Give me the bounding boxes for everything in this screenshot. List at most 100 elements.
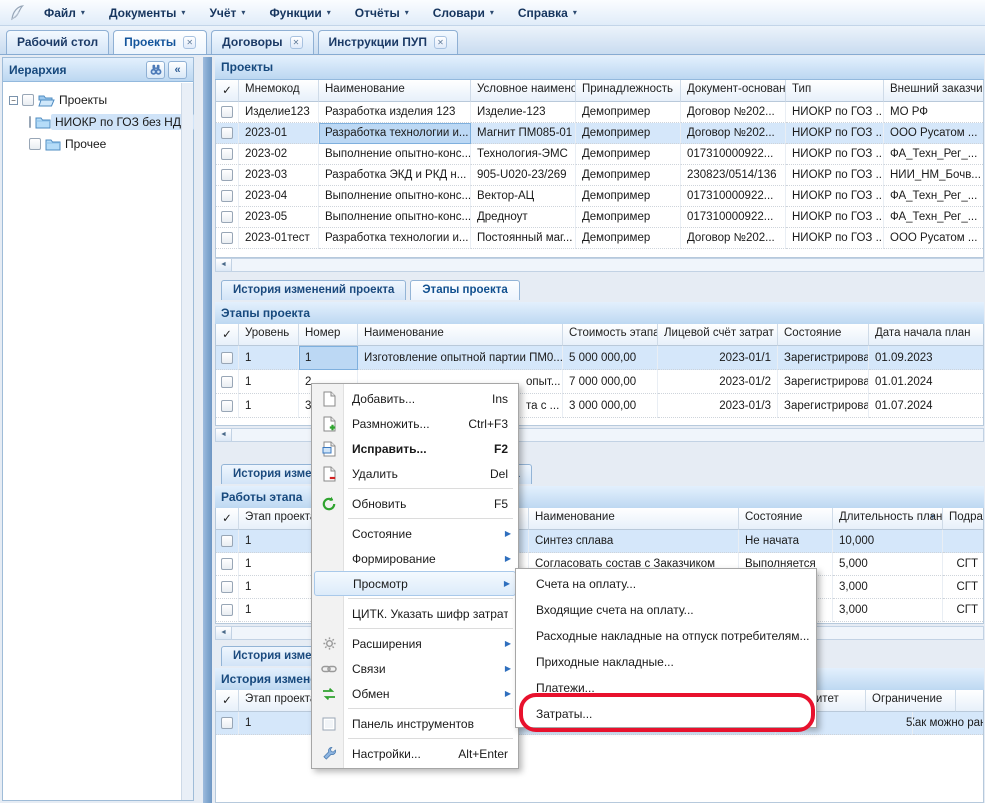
table-row[interactable]: 2023-01тест Разработка технологии и... Пос… <box>216 228 983 249</box>
view-submenu-item-2[interactable]: Входящие счета на оплату... <box>536 603 694 617</box>
context-menu-item-9[interactable]: ЦИТК. Указать шифр затрат... <box>314 601 516 626</box>
column-header[interactable]: Наименование <box>358 324 563 346</box>
column-header[interactable]: Тип <box>786 80 884 102</box>
column-header[interactable]: Внешний заказчик <box>884 80 983 102</box>
column-header[interactable]: Стоимость этапа <box>563 324 658 346</box>
context-menu-item-7[interactable]: Формирование ▶ <box>314 546 516 571</box>
row-checkbox[interactable] <box>221 717 233 729</box>
tree-checkbox[interactable] <box>22 94 34 106</box>
context-menu-item-2[interactable]: Размножить... Ctrl+F3 <box>314 411 516 436</box>
column-header[interactable]: Мнемокод <box>239 80 319 102</box>
column-header[interactable]: Подразделение <box>943 508 983 530</box>
context-menu-item-5[interactable]: Обновить F5 <box>314 491 516 516</box>
subtab-2[interactable]: Этапы проекта <box>410 280 520 300</box>
table-row[interactable]: 1 2 опыт... 7 000 000,00 2023-01/2 Зарегистри… <box>216 370 983 394</box>
view-submenu-item-4[interactable]: Приходные накладные... <box>536 655 674 669</box>
row-checkbox[interactable] <box>221 232 233 244</box>
menu-item-2[interactable]: Документы ▾ <box>99 3 196 23</box>
table-row[interactable]: 2023-02 Выполнение опытно-конс... Технолог… <box>216 144 983 165</box>
check-column-header[interactable]: ✓ <box>216 690 239 712</box>
context-menu-item-8[interactable]: Просмотр ▶ <box>314 571 516 596</box>
context-menu-item-4[interactable]: Удалить Del <box>314 461 516 486</box>
column-header[interactable] <box>956 690 983 712</box>
context-menu-item-6[interactable]: Состояние ▶ <box>314 521 516 546</box>
table-row[interactable]: 2023-05 Выполнение опытно-конс... Дредноут… <box>216 207 983 228</box>
menu-item-6[interactable]: Словари ▾ <box>423 3 504 23</box>
collapse-panel-icon[interactable]: « <box>168 60 187 79</box>
column-header[interactable]: Принадлежность <box>576 80 681 102</box>
row-checkbox[interactable] <box>221 399 233 412</box>
menu-item-1[interactable]: Файл ▾ <box>34 3 95 23</box>
context-menu-item-11[interactable]: Связи ▶ <box>314 656 516 681</box>
menu-item-3[interactable]: Учёт ▾ <box>199 3 255 23</box>
panel-splitter[interactable] <box>203 57 212 803</box>
context-menu-item-3[interactable]: Исправить... F2 <box>314 436 516 461</box>
table-row[interactable]: Изделие123 Разработка изделия 123 Изделие-… <box>216 102 983 123</box>
tab-3[interactable]: Договоры ✕ <box>211 30 314 54</box>
table-row[interactable]: 2023-01 Разработка технологии и... Магнит … <box>216 123 983 144</box>
close-icon[interactable]: ✕ <box>289 35 303 49</box>
view-submenu-item-1[interactable]: Счета на оплату... <box>536 577 637 591</box>
tab-2[interactable]: Проекты ✕ <box>113 30 208 54</box>
view-submenu-item-6[interactable]: Затраты... <box>536 707 593 721</box>
column-header[interactable]: Дата начала план <box>869 324 983 346</box>
row-checkbox[interactable] <box>221 581 233 593</box>
tree-item-2[interactable]: НИОКР по ГОЗ без НДС <box>3 111 194 133</box>
table-row[interactable]: 2023-03 Разработка ЭКД и РКД н... 905-U020… <box>216 165 983 186</box>
row-checkbox[interactable] <box>221 148 233 160</box>
context-menu-item-12[interactable]: Обмен ▶ <box>314 681 516 706</box>
column-header[interactable]: Состояние <box>739 508 833 530</box>
scroll-left-icon[interactable]: ◄ <box>216 429 232 441</box>
row-checkbox[interactable] <box>221 211 233 223</box>
close-icon[interactable]: ✕ <box>183 35 197 49</box>
tab-1[interactable]: Рабочий стол <box>6 30 110 54</box>
expander-icon[interactable]: − <box>9 95 18 105</box>
search-icon[interactable] <box>146 60 165 79</box>
column-header[interactable]: Наименование <box>529 508 739 530</box>
tree-checkbox[interactable] <box>29 138 41 150</box>
tree-item-3[interactable]: Прочее <box>3 133 181 155</box>
column-header[interactable]: Ограничение <box>866 690 956 712</box>
menu-item-5[interactable]: Отчёты ▾ <box>345 3 419 23</box>
row-checkbox[interactable] <box>221 535 233 547</box>
check-column-header[interactable]: ✓ <box>216 508 239 530</box>
row-checkbox[interactable] <box>221 190 233 202</box>
column-header[interactable]: Наименование <box>319 80 471 102</box>
menu-item-7[interactable]: Справка ▾ <box>508 3 587 23</box>
context-menu-item-10[interactable]: Расширения ▶ <box>314 631 516 656</box>
column-header[interactable]: Состояние <box>778 324 869 346</box>
column-header[interactable]: Номер <box>299 324 358 346</box>
close-icon[interactable]: ✕ <box>433 35 447 49</box>
context-menu-item-13[interactable]: Панель инструментов <box>314 711 516 736</box>
projects-hscrollbar[interactable]: ◄ <box>215 258 984 272</box>
row-checkbox[interactable] <box>221 558 233 570</box>
view-submenu-item-5[interactable]: Платежи... <box>536 681 595 695</box>
check-column-header[interactable]: ✓ <box>216 80 239 102</box>
scroll-left-icon[interactable]: ◄ <box>216 259 232 271</box>
column-header[interactable]: Лицевой счёт затрат <box>658 324 778 346</box>
table-row[interactable]: 1 3 та с ... 3 000 000,00 2023-01/3 Зарегистр… <box>216 394 983 418</box>
context-menu-item-1[interactable]: Добавить... Ins <box>314 386 516 411</box>
column-header[interactable]: Уровень <box>239 324 299 346</box>
menu-item-4[interactable]: Функции ▾ <box>259 3 340 23</box>
check-column-header[interactable]: ✓ <box>216 324 239 346</box>
tab-4[interactable]: Инструкции ПУП ✕ <box>317 30 458 54</box>
column-header[interactable]: ▼ Длительность план <box>833 508 943 530</box>
column-header[interactable]: Документ-основание <box>681 80 786 102</box>
subtab-1[interactable]: История изменений проекта <box>221 280 407 300</box>
scroll-left-icon[interactable]: ◄ <box>216 627 232 639</box>
tree-item-1[interactable]: − Проекты <box>3 89 181 111</box>
context-menu-item-14[interactable]: Настройки... Alt+Enter <box>314 741 516 766</box>
table-row[interactable]: 2023-04 Выполнение опытно-конс... Вектор-А… <box>216 186 983 207</box>
row-checkbox[interactable] <box>221 127 233 139</box>
table-row[interactable]: 1 1 Изготовление опытной партии ПМ0... 5 00… <box>216 346 983 370</box>
column-header[interactable]: Условное наименование <box>471 80 576 102</box>
row-checkbox[interactable] <box>221 169 233 181</box>
view-submenu-item-3[interactable]: Расходные накладные на отпуск потребител… <box>536 629 810 643</box>
row-checkbox[interactable] <box>221 351 233 364</box>
tree-checkbox[interactable] <box>29 116 31 128</box>
row-checkbox[interactable] <box>221 604 233 616</box>
row-checkbox[interactable] <box>221 106 233 118</box>
row-checkbox[interactable] <box>221 375 233 388</box>
sidebar-vertical-scrollbar[interactable] <box>181 83 193 800</box>
